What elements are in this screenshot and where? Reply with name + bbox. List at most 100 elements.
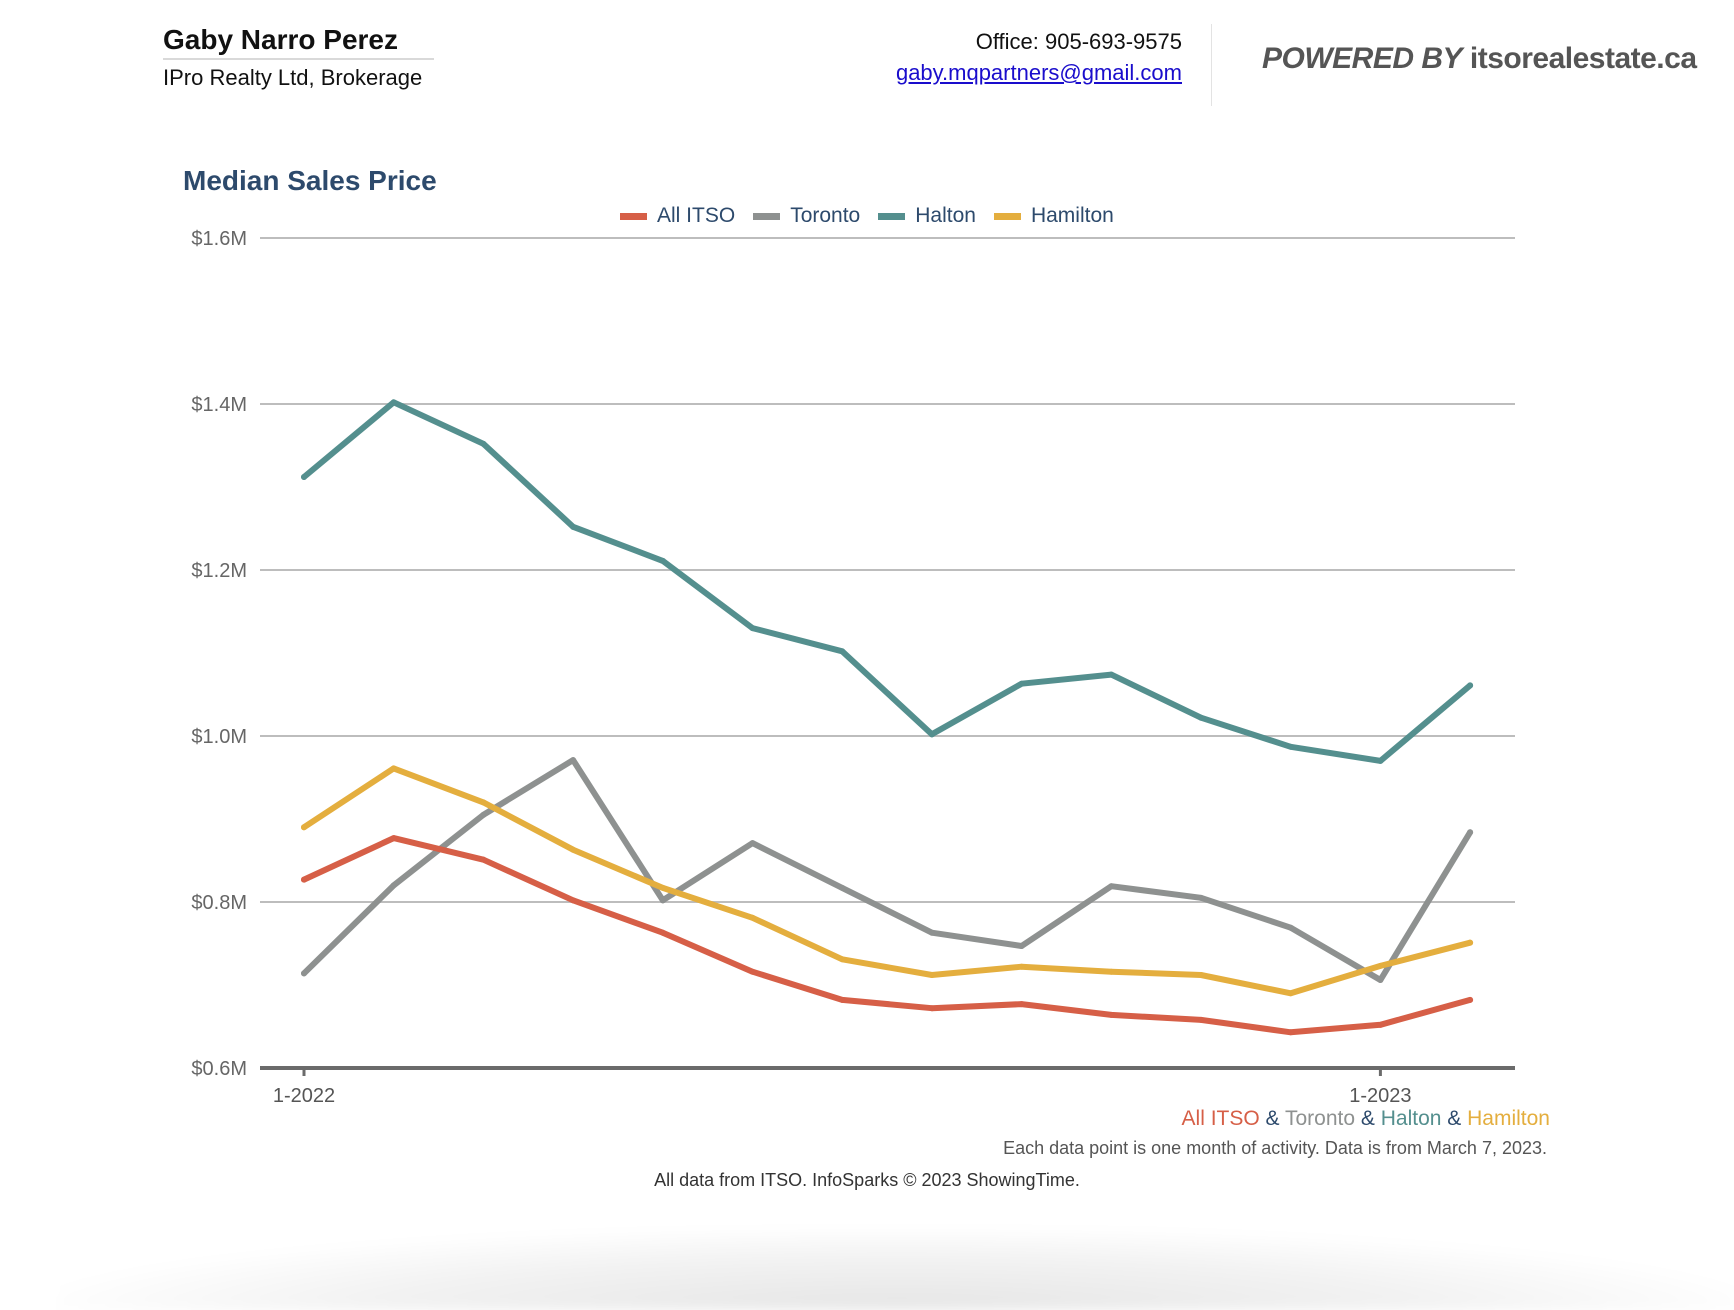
data-point[interactable] [390, 835, 397, 842]
legend-item-all-itso[interactable]: All ITSO [620, 204, 735, 228]
data-point[interactable] [1287, 990, 1294, 997]
data-point[interactable] [480, 799, 487, 806]
caption-series-name: Toronto [1285, 1107, 1356, 1130]
data-point[interactable] [749, 840, 756, 847]
legend-label: Hamilton [1030, 204, 1114, 227]
data-point[interactable] [928, 972, 935, 979]
series-line-all-itso[interactable] [301, 835, 1474, 1036]
x-tick-label: 1-2023 [1349, 1085, 1411, 1107]
data-point[interactable] [1467, 682, 1474, 689]
caption-series-name: Hamilton [1467, 1107, 1550, 1130]
data-point[interactable] [301, 876, 307, 883]
y-tick-label: $1.6M [191, 228, 247, 250]
data-point[interactable] [659, 929, 666, 936]
data-point[interactable] [659, 557, 666, 564]
data-point[interactable] [928, 731, 935, 738]
data-point[interactable] [301, 970, 307, 977]
legend-label: Halton [915, 204, 976, 227]
data-point[interactable] [1198, 714, 1204, 721]
data-point[interactable] [1198, 894, 1204, 901]
data-point[interactable] [1108, 1011, 1115, 1018]
data-point[interactable] [1018, 680, 1025, 687]
series-line-toronto[interactable] [301, 757, 1474, 983]
data-point[interactable] [1018, 963, 1025, 970]
y-tick-label: $0.8M [191, 892, 247, 914]
series-caption: All ITSO & Toronto & Halton & Hamilton [1182, 1107, 1550, 1131]
data-point[interactable] [570, 897, 577, 904]
data-point[interactable] [928, 929, 935, 936]
data-point[interactable] [1198, 972, 1204, 979]
data-point[interactable] [570, 523, 577, 530]
data-point[interactable] [1467, 939, 1474, 946]
data-point[interactable] [749, 914, 756, 921]
series-lines [301, 399, 1474, 1036]
powered-by-prefix: POWERED BY [1262, 42, 1463, 75]
data-footnote: Each data point is one month of activity… [1003, 1138, 1547, 1158]
data-point[interactable] [480, 856, 487, 863]
data-point[interactable] [1377, 962, 1384, 969]
data-point[interactable] [659, 884, 666, 891]
header-divider [1211, 24, 1212, 106]
agent-name-divider [163, 58, 434, 60]
series-line-hamilton[interactable] [301, 765, 1474, 997]
data-point[interactable] [1287, 1029, 1294, 1036]
data-point[interactable] [570, 757, 577, 764]
data-point[interactable] [1108, 883, 1115, 890]
data-point[interactable] [659, 897, 666, 904]
data-point[interactable] [928, 1005, 935, 1012]
data-point[interactable] [570, 846, 577, 853]
data-point[interactable] [839, 996, 846, 1003]
data-point[interactable] [301, 474, 307, 481]
data-point[interactable] [1108, 968, 1115, 975]
data-point[interactable] [749, 625, 756, 632]
data-point[interactable] [839, 956, 846, 963]
x-tick-label: 1-2022 [273, 1085, 335, 1107]
caption-series-name: Halton [1380, 1107, 1442, 1130]
data-point[interactable] [1018, 942, 1025, 949]
gridlines [260, 237, 1515, 903]
y-tick-label: $1.2M [191, 560, 247, 582]
data-point[interactable] [390, 882, 397, 889]
data-point[interactable] [301, 824, 307, 831]
data-point[interactable] [480, 440, 487, 447]
caption-series-name: All ITSO [1181, 1107, 1260, 1130]
data-point[interactable] [1467, 996, 1474, 1003]
data-point[interactable] [390, 765, 397, 772]
contact-block: Office: 905-693-9575 gaby.mqpartners@gma… [896, 26, 1182, 88]
legend-item-toronto[interactable]: Toronto [753, 204, 860, 228]
data-point[interactable] [480, 811, 487, 818]
data-point[interactable] [1287, 743, 1294, 750]
legend-item-hamilton[interactable]: Hamilton [993, 204, 1114, 228]
data-point[interactable] [1108, 671, 1115, 678]
data-point[interactable] [1198, 1016, 1204, 1023]
data-point[interactable] [1377, 977, 1384, 984]
chart-legend: All ITSO Toronto Halton Hamilton [620, 204, 1132, 228]
data-point[interactable] [839, 648, 846, 655]
caption-separator: & [1259, 1107, 1285, 1130]
caption-separator: & [1355, 1107, 1381, 1130]
data-point[interactable] [1467, 829, 1474, 836]
legend-item-halton[interactable]: Halton [878, 204, 976, 228]
legend-swatch-toronto [753, 212, 781, 220]
data-point[interactable] [749, 968, 756, 975]
data-point[interactable] [1377, 1021, 1384, 1028]
y-tick-label: $1.0M [191, 726, 247, 748]
data-credit: All data from ITSO. InfoSparks © 2023 Sh… [654, 1170, 1080, 1190]
legend-swatch-hamilton [993, 212, 1021, 220]
email-link[interactable]: gaby.mqpartners@gmail.com [895, 60, 1182, 85]
data-point[interactable] [1018, 1001, 1025, 1008]
legend-label: Toronto [790, 204, 861, 227]
y-axis-labels: $0.6M $0.8M $1.0M $1.2M $1.4M $1.6M [191, 228, 247, 1080]
powered-by-site: itsorealestate.ca [1469, 42, 1697, 75]
caption-separator: & [1441, 1107, 1468, 1130]
legend-label: All ITSO [657, 204, 736, 227]
data-point[interactable] [390, 399, 397, 406]
legend-swatch-halton [878, 212, 906, 220]
data-point[interactable] [1377, 757, 1384, 764]
legend-swatch-all-itso [620, 212, 647, 220]
data-point[interactable] [1287, 924, 1294, 931]
series-line-halton[interactable] [301, 399, 1474, 764]
data-point[interactable] [839, 884, 846, 891]
y-tick-label: $1.4M [191, 394, 247, 416]
